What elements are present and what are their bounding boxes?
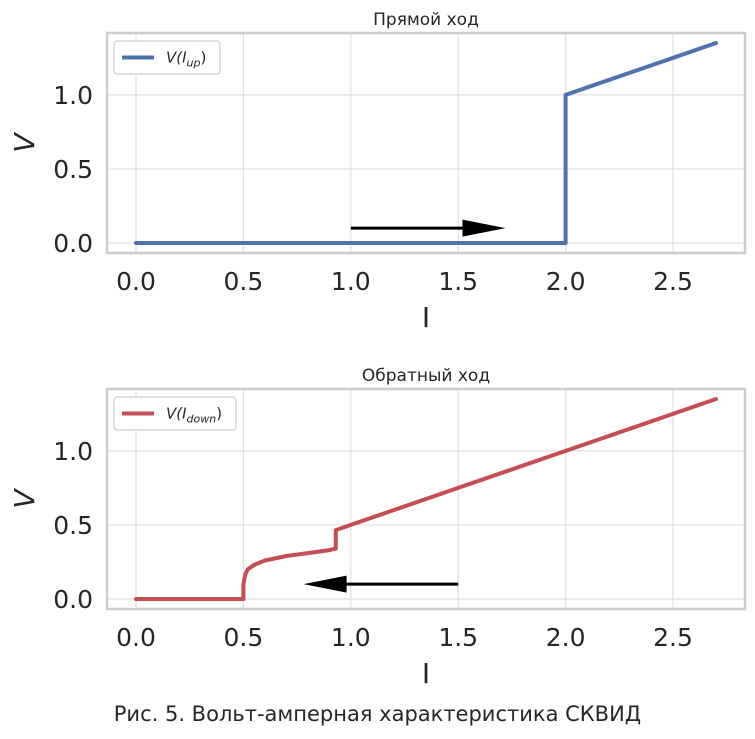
legend: V(Iup) (113, 40, 221, 75)
y-tick-label: 1.0 (53, 437, 93, 466)
y-tick-label: 0.0 (53, 229, 93, 258)
x-tick-label: 1.0 (331, 623, 371, 652)
x-axis-label: I (422, 657, 430, 690)
x-tick-label: 1.5 (438, 267, 478, 296)
x-tick-label: 2.5 (653, 623, 693, 652)
y-tick-label: 0.0 (53, 585, 93, 614)
figure-caption: Рис. 5. Вольт-амперная характеристика СК… (113, 702, 642, 726)
y-axis-label: V (8, 488, 41, 509)
legend-box (113, 396, 237, 431)
legend-label: V(Iup) (166, 49, 206, 70)
legend: V(Idown) (113, 396, 237, 431)
subplot-1: 0.0 0.5 1.0 1.5 2.0 2.5 0.0 0.5 1.0 Прямой ход I V V… (8, 10, 747, 334)
arrow-head (303, 575, 347, 593)
legend-box (113, 40, 221, 75)
axes-frame (105, 387, 747, 611)
x-tick-label: 1.0 (331, 267, 371, 296)
series-line-1 (134, 397, 718, 601)
axes-frame (105, 31, 747, 255)
subplot-2: 0.0 0.5 1.0 1.5 2.0 2.5 0.0 0.5 1.0 Обратный ход I… (8, 366, 747, 690)
x-tick-label: 1.5 (438, 623, 478, 652)
figure: 0.0 0.5 1.0 1.5 2.0 2.5 0.0 0.5 1.0 Прямой ход I V V… (8, 10, 747, 690)
y-tick-label: 0.5 (53, 155, 93, 184)
x-tick-label: 2.0 (546, 623, 586, 652)
x-tick-label: 2.0 (546, 267, 586, 296)
y-tick-label: 1.0 (53, 81, 93, 110)
x-axis-label: I (422, 301, 430, 334)
x-tick-label: 0.0 (116, 267, 156, 296)
legend-label: V(Idown) (166, 405, 222, 426)
series-line-1 (134, 41, 718, 245)
x-tick-label: 0.5 (224, 623, 264, 652)
y-tick-label: 0.5 (53, 511, 93, 540)
x-tick-label: 0.5 (224, 267, 264, 296)
x-tick-label: 0.0 (116, 623, 156, 652)
x-tick-label: 2.5 (653, 267, 693, 296)
subplot-title: Прямой ход (373, 10, 479, 30)
subplot-title: Обратный ход (362, 366, 490, 386)
arrow-head (462, 219, 506, 237)
y-axis-label: V (8, 132, 41, 153)
